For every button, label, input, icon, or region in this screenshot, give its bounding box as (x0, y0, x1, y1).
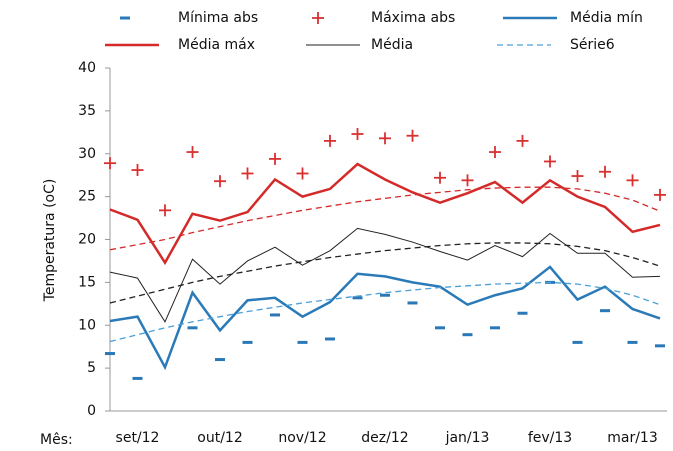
x-tick-label: out/12 (197, 430, 242, 446)
y-tick-label: 25 (78, 189, 96, 205)
y-tick-label: 30 (78, 146, 96, 162)
series-line (109, 281, 661, 343)
legend-label: Média (371, 37, 413, 53)
plus-marker (461, 174, 474, 187)
y-axis-label: Temperatura (oC) (42, 179, 58, 303)
plus-marker (544, 155, 556, 168)
x-tick-label: mar/13 (607, 430, 658, 446)
plus-marker (159, 204, 171, 217)
plus-marker (296, 167, 309, 180)
plus-marker (186, 146, 199, 159)
y-tick-label: 10 (78, 317, 96, 333)
x-tick-label: dez/12 (361, 430, 408, 446)
series-line (109, 186, 661, 251)
series-line (109, 227, 661, 323)
x-tick-label: fev/13 (528, 430, 572, 446)
legend-label: Série6 (570, 37, 615, 53)
plus-marker (571, 170, 584, 183)
y-tick-label: 35 (78, 103, 96, 119)
plus-marker (489, 146, 501, 159)
x-tick-label: jan/13 (445, 430, 490, 446)
x-tick-label: nov/12 (278, 430, 326, 446)
series-line (109, 265, 661, 371)
series-line (109, 162, 661, 266)
y-tick-label: 0 (87, 403, 96, 419)
plus-marker (214, 175, 226, 188)
plus-marker (351, 128, 364, 141)
plus-marker (406, 129, 419, 142)
legend-label: Máxima abs (371, 10, 455, 26)
y-tick-label: 40 (78, 60, 96, 76)
plus-marker (599, 165, 611, 178)
plus-marker (379, 132, 391, 145)
plus-marker (131, 164, 144, 177)
plus-marker (516, 134, 529, 147)
y-tick-label: 20 (78, 232, 96, 248)
series-line (109, 242, 661, 304)
plus-marker (434, 171, 446, 184)
plus-marker (626, 174, 639, 187)
plus-marker (241, 167, 254, 180)
plus-marker (269, 152, 281, 165)
plus-marker (654, 188, 666, 201)
y-tick-label: 5 (87, 360, 96, 376)
plus-marker (324, 134, 336, 147)
x-axis-label: Mês: (40, 432, 73, 448)
legend-label: Mínima abs (178, 10, 258, 26)
legend-label: Média máx (178, 37, 255, 53)
x-tick-label: set/12 (116, 430, 160, 446)
plus-marker (104, 157, 116, 170)
y-tick-label: 15 (78, 274, 96, 290)
legend-label: Média mín (570, 10, 643, 26)
